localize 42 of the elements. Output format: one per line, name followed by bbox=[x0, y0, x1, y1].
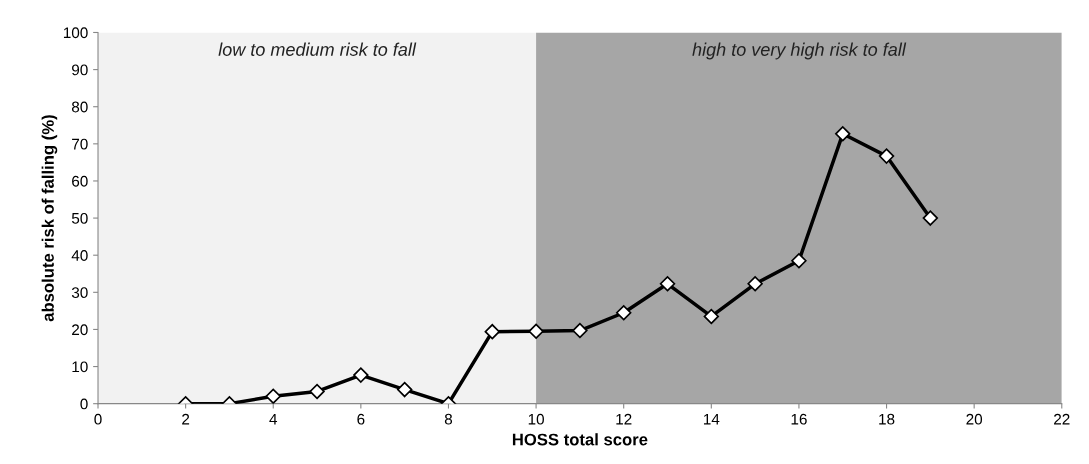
y-tick-label: 100 bbox=[63, 27, 88, 39]
point bbox=[791, 253, 807, 269]
point bbox=[747, 276, 763, 292]
y-tick-label: 40 bbox=[71, 250, 88, 261]
point bbox=[265, 388, 281, 404]
x-tick-label: 8 bbox=[444, 413, 453, 425]
point bbox=[484, 323, 500, 340]
y-axis-title: absolute risk of falling (%) bbox=[41, 115, 58, 322]
y-tick-label: 50 bbox=[71, 212, 88, 224]
y-tick-label: 60 bbox=[72, 175, 88, 187]
point bbox=[922, 210, 939, 226]
point bbox=[353, 367, 369, 383]
x-tick-label: 22 bbox=[1054, 413, 1070, 425]
y-tick-label: 70 bbox=[72, 138, 88, 150]
x-tick-label: 2 bbox=[182, 413, 190, 425]
point bbox=[572, 322, 588, 339]
point bbox=[615, 305, 632, 321]
point bbox=[703, 308, 720, 325]
y-tick-label: 90 bbox=[72, 64, 88, 76]
x-tick-label: 20 bbox=[966, 413, 983, 425]
point bbox=[396, 381, 413, 398]
x-axis-title: HOSS total score bbox=[512, 433, 648, 446]
x-tick-label: 6 bbox=[357, 413, 365, 425]
y-tick-label: 0 bbox=[80, 398, 88, 410]
band-label: high to very high risk to fall bbox=[692, 42, 907, 60]
point bbox=[835, 126, 851, 142]
x-tick-label: 10 bbox=[528, 413, 544, 425]
y-tick-label: 10 bbox=[72, 361, 88, 373]
x-tick-label: 18 bbox=[879, 413, 895, 425]
point bbox=[659, 276, 676, 292]
point bbox=[309, 383, 325, 400]
point bbox=[528, 323, 544, 340]
x-tick-label: 14 bbox=[703, 413, 720, 425]
x-tick-label: 4 bbox=[269, 413, 278, 425]
point bbox=[878, 148, 895, 164]
x-tick-label: 0 bbox=[94, 413, 102, 425]
x-tick-label: 12 bbox=[616, 413, 632, 425]
band-label: low to medium risk to fall bbox=[218, 42, 417, 56]
x-tick-label: 16 bbox=[791, 413, 807, 425]
y-tick-label: 30 bbox=[71, 287, 88, 299]
y-tick-label: 20 bbox=[72, 324, 88, 336]
y-tick-label: 80 bbox=[71, 101, 88, 113]
